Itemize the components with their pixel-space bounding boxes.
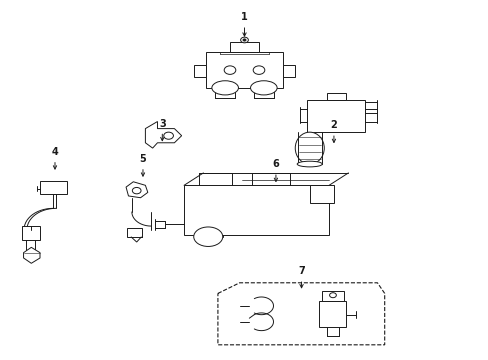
Ellipse shape: [297, 161, 322, 167]
Bar: [321, 291, 343, 301]
Circle shape: [240, 37, 248, 43]
Bar: [307, 100, 365, 132]
Bar: [193, 65, 205, 77]
Circle shape: [243, 39, 245, 41]
Text: 6: 6: [272, 159, 279, 181]
Circle shape: [224, 66, 235, 75]
Circle shape: [329, 293, 336, 298]
Bar: [229, 42, 259, 53]
Circle shape: [132, 188, 141, 194]
Polygon shape: [131, 237, 141, 242]
Bar: [309, 185, 333, 203]
Ellipse shape: [211, 81, 238, 95]
Text: 7: 7: [298, 266, 305, 288]
Bar: [127, 228, 141, 237]
Ellipse shape: [295, 132, 324, 164]
Ellipse shape: [250, 81, 277, 95]
Bar: [326, 93, 346, 100]
Text: 2: 2: [330, 120, 337, 143]
Bar: [205, 53, 283, 88]
Circle shape: [253, 66, 264, 75]
Bar: [40, 181, 66, 194]
Text: 1: 1: [241, 12, 247, 36]
Text: 5: 5: [139, 154, 146, 176]
Text: 3: 3: [159, 118, 165, 141]
Circle shape: [163, 132, 173, 139]
Bar: [283, 65, 295, 77]
Polygon shape: [126, 182, 147, 198]
Bar: [319, 301, 346, 327]
Bar: [22, 226, 41, 240]
Polygon shape: [145, 122, 181, 148]
Bar: [183, 185, 328, 235]
Polygon shape: [23, 247, 40, 263]
Text: 4: 4: [52, 147, 58, 169]
Ellipse shape: [193, 227, 223, 247]
